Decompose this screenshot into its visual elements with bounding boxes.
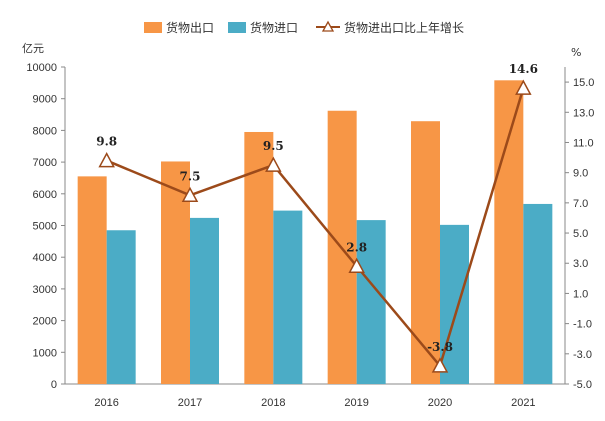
left-tick-label: 0 <box>51 379 57 391</box>
right-tick-label: -3.0 <box>573 349 592 361</box>
x-tick-label: 2021 <box>511 397 535 409</box>
growth-polyline <box>106 87 525 369</box>
right-tick-label: 1.0 <box>573 288 588 300</box>
growth-data-label: 2.8 <box>346 240 367 254</box>
data-labels: 9.8 7.5 9.5 2.8 -3.8 14.6 <box>96 62 538 354</box>
left-tick-label: 4000 <box>33 252 57 264</box>
legend-swatch-export <box>144 22 162 33</box>
growth-marker[interactable] <box>98 152 115 168</box>
right-tick-label: 9.0 <box>573 168 588 180</box>
legend-label-export: 货物出口 <box>166 20 214 35</box>
left-tick-label: 6000 <box>33 189 57 201</box>
right-tick-label: 3.0 <box>573 258 588 270</box>
left-tick-label: 1000 <box>33 347 57 359</box>
bar-import[interactable] <box>273 210 303 384</box>
x-tick-label: 2018 <box>261 397 285 409</box>
x-tick-label: 2017 <box>178 397 202 409</box>
growth-line <box>98 79 532 373</box>
x-tick-label: 2020 <box>428 397 452 409</box>
right-tick-label: 5.0 <box>573 228 588 240</box>
growth-data-label: 9.8 <box>96 135 117 149</box>
right-axis-unit: % <box>571 46 581 59</box>
left-tick-label: 7000 <box>33 157 57 169</box>
legend: 货物出口 货物进口 货物进出口比上年增长 <box>144 20 464 35</box>
growth-data-label: -3.8 <box>427 340 453 354</box>
right-tick-label: -1.0 <box>573 319 592 331</box>
left-tick-label: 10000 <box>26 62 57 74</box>
bar-import[interactable] <box>356 220 386 384</box>
x-tick-label: 2019 <box>344 397 368 409</box>
growth-marker[interactable] <box>431 357 449 373</box>
bar-import[interactable] <box>190 217 219 384</box>
growth-marker[interactable] <box>348 257 365 274</box>
bars <box>77 80 553 385</box>
bar-import[interactable] <box>440 224 469 384</box>
legend-label-import: 货物进口 <box>250 20 298 35</box>
growth-marker[interactable] <box>515 79 532 95</box>
bar-export[interactable] <box>77 176 107 384</box>
left-axis-unit: 亿元 <box>22 42 44 55</box>
left-tick-label: 5000 <box>33 221 57 233</box>
right-axis-ticks: -5.0 -3.0 -1.0 1.0 3.0 5.0 7.0 9.0 11.0 13.0 15.0 <box>565 77 594 391</box>
left-tick-label: 2000 <box>33 316 57 328</box>
left-tick-label: 9000 <box>33 94 57 106</box>
legend-item-import[interactable]: 货物进口 <box>228 20 298 35</box>
growth-data-label: 7.5 <box>180 169 201 183</box>
right-tick-label: -5.0 <box>573 379 592 391</box>
right-tick-label: 13.0 <box>573 107 594 119</box>
left-tick-label: 8000 <box>33 125 57 137</box>
bar-export[interactable] <box>494 80 524 385</box>
legend-item-growth[interactable]: 货物进出口比上年增长 <box>316 20 464 35</box>
legend-label-growth: 货物进出口比上年增长 <box>344 20 464 35</box>
left-axis-ticks: 0 1000 2000 3000 4000 5000 6000 7000 8000 9000 100… <box>26 62 65 391</box>
x-tick-label: 2016 <box>94 397 118 409</box>
growth-data-label: 14.6 <box>509 62 538 76</box>
legend-swatch-import <box>228 22 246 33</box>
growth-data-label: 9.5 <box>263 139 284 153</box>
bar-import[interactable] <box>106 230 136 384</box>
bar-export[interactable] <box>411 121 440 384</box>
left-tick-label: 3000 <box>33 284 57 296</box>
legend-item-export[interactable]: 货物出口 <box>144 20 214 35</box>
growth-marker[interactable] <box>181 186 199 203</box>
right-tick-label: 15.0 <box>573 77 594 89</box>
right-tick-label: 7.0 <box>573 198 588 210</box>
bar-import[interactable] <box>523 203 553 384</box>
right-tick-label: 11.0 <box>573 137 594 149</box>
legend-marker-growth <box>321 20 335 32</box>
growth-marker[interactable] <box>265 156 282 172</box>
x-axis-ticks: 2016 2017 2018 2019 2020 2021 <box>94 397 535 409</box>
